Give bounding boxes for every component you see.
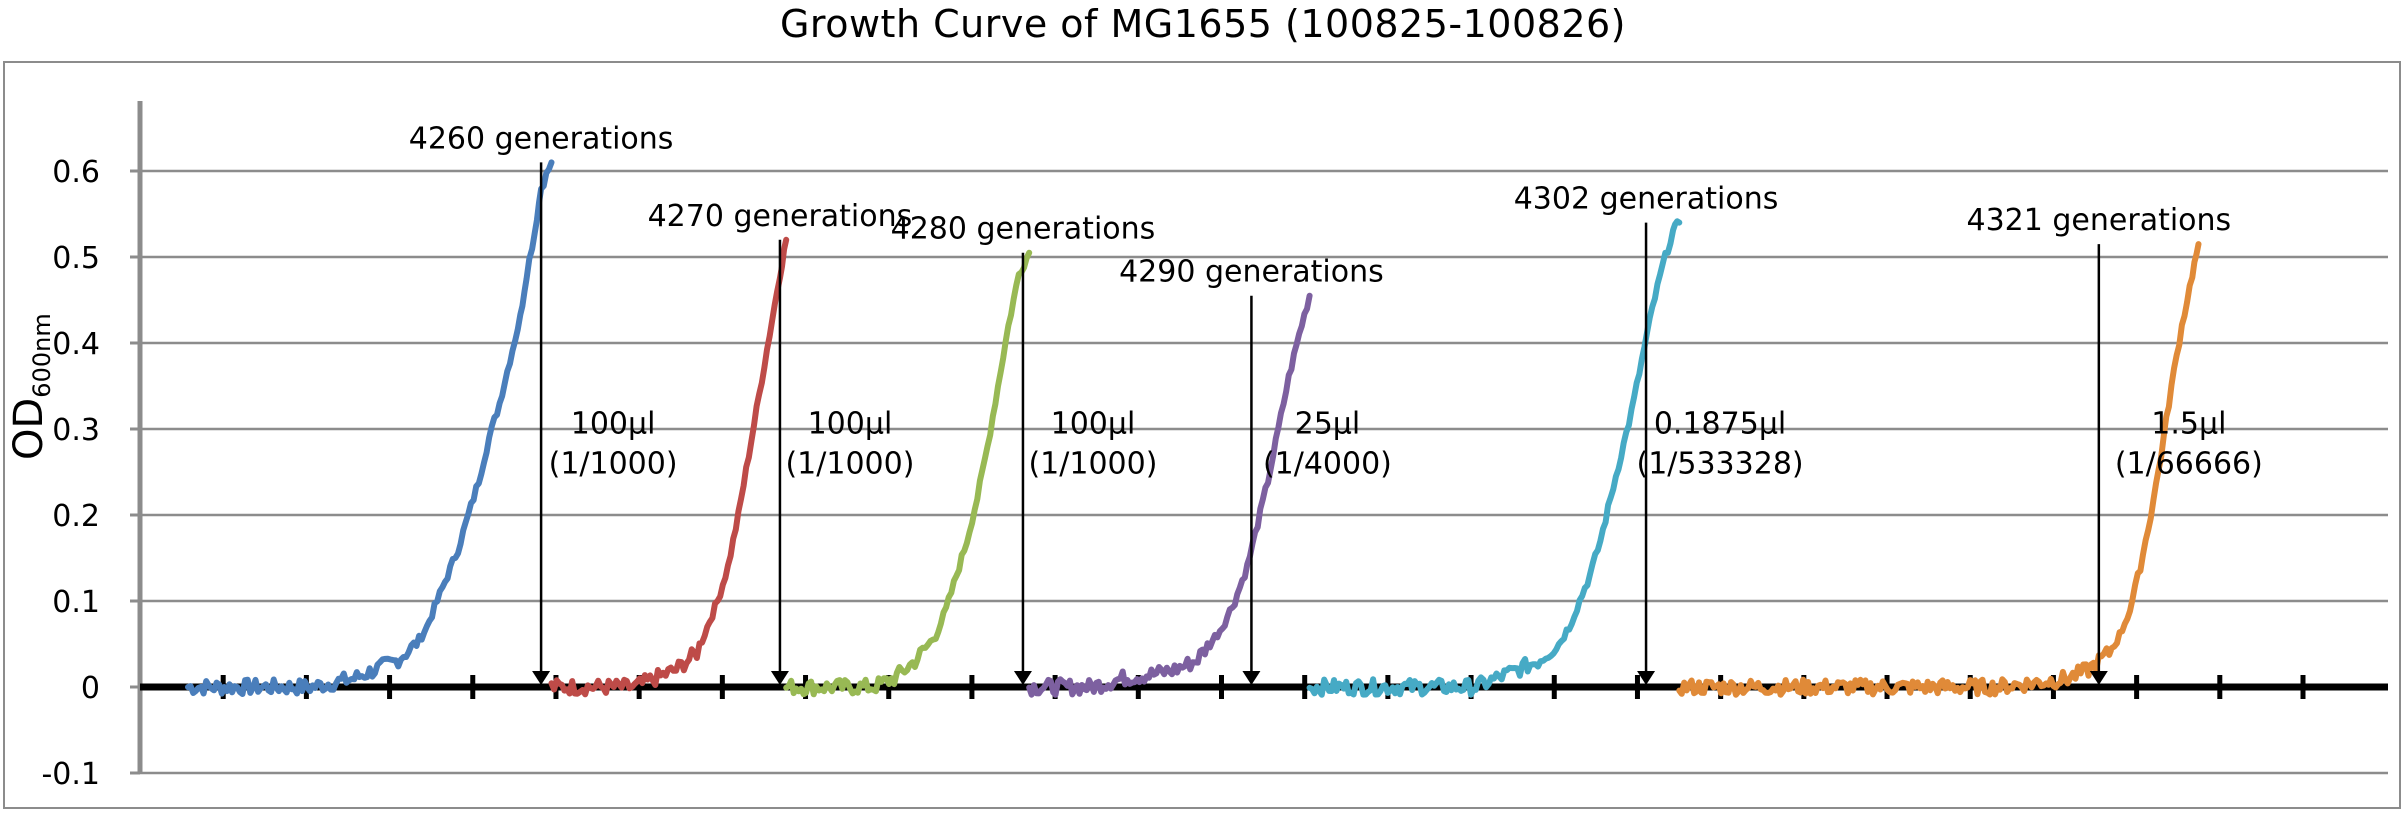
- dilution-label: (1/1000): [549, 446, 678, 481]
- y-axis-label-main: OD: [6, 398, 52, 460]
- volume-label: 100μl: [808, 406, 893, 441]
- y-tick-label: -0.1: [41, 757, 100, 792]
- labels: 0.6 0.5 0.4 0.3 0.2 0.1 0 -0.1 4260 generations 1…: [41, 121, 2262, 792]
- y-tick-label: 0.6: [52, 155, 100, 190]
- generation-label: 4290 generations: [1119, 255, 1384, 290]
- series-lines: [185, 159, 2202, 698]
- generation-label: 4260 generations: [409, 121, 674, 156]
- annotation-arrowhead: [770, 671, 789, 685]
- dilution-label: (1/533328): [1636, 446, 1803, 481]
- y-axis-label-subscript: 600nm: [28, 313, 56, 397]
- generation-label: 4270 generations: [648, 199, 913, 234]
- generation-label: 4280 generations: [891, 212, 1156, 247]
- y-tick-label: 0.1: [52, 585, 100, 620]
- dilution-label: (1/1000): [785, 446, 914, 481]
- volume-label: 25μl: [1295, 406, 1361, 441]
- y-tick-label: 0.3: [52, 413, 100, 448]
- volume-label: 0.1875μl: [1654, 406, 1786, 441]
- series-line-6: [1676, 241, 2202, 698]
- y-tick-label: 0.2: [52, 499, 100, 534]
- dilution-label: (1/66666): [2115, 446, 2263, 481]
- chart-title: Growth Curve of MG1655 (100825-100826): [779, 2, 1627, 46]
- annotation-arrowhead: [2089, 671, 2108, 685]
- series-line-3: [783, 249, 1033, 698]
- y-tick-label: 0.4: [52, 327, 100, 362]
- annotation-arrowhead: [1013, 671, 1032, 685]
- series-line-4: [1026, 292, 1313, 698]
- volume-label: 1.5μl: [2151, 406, 2226, 441]
- annotation-arrowhead: [532, 671, 551, 685]
- volume-label: 100μl: [1051, 406, 1136, 441]
- generation-label: 4302 generations: [1514, 182, 1779, 217]
- annotation-arrowhead: [1242, 671, 1261, 685]
- series-line-5: [1306, 218, 1683, 698]
- plot-frame: [3, 61, 2401, 809]
- y-axis-label: OD600nm: [6, 313, 56, 460]
- y-tick-label: 0.5: [52, 241, 100, 276]
- volume-label: 100μl: [571, 406, 656, 441]
- y-tick-label: 0: [81, 671, 100, 706]
- series-line-1: [185, 159, 555, 697]
- annotation-arrowhead: [1637, 671, 1656, 685]
- arrows: [532, 162, 2108, 685]
- dilution-label: (1/4000): [1263, 446, 1392, 481]
- series-line-2: [548, 236, 790, 698]
- generation-label: 4321 generations: [1967, 203, 2232, 238]
- dilution-label: (1/1000): [1028, 446, 1157, 481]
